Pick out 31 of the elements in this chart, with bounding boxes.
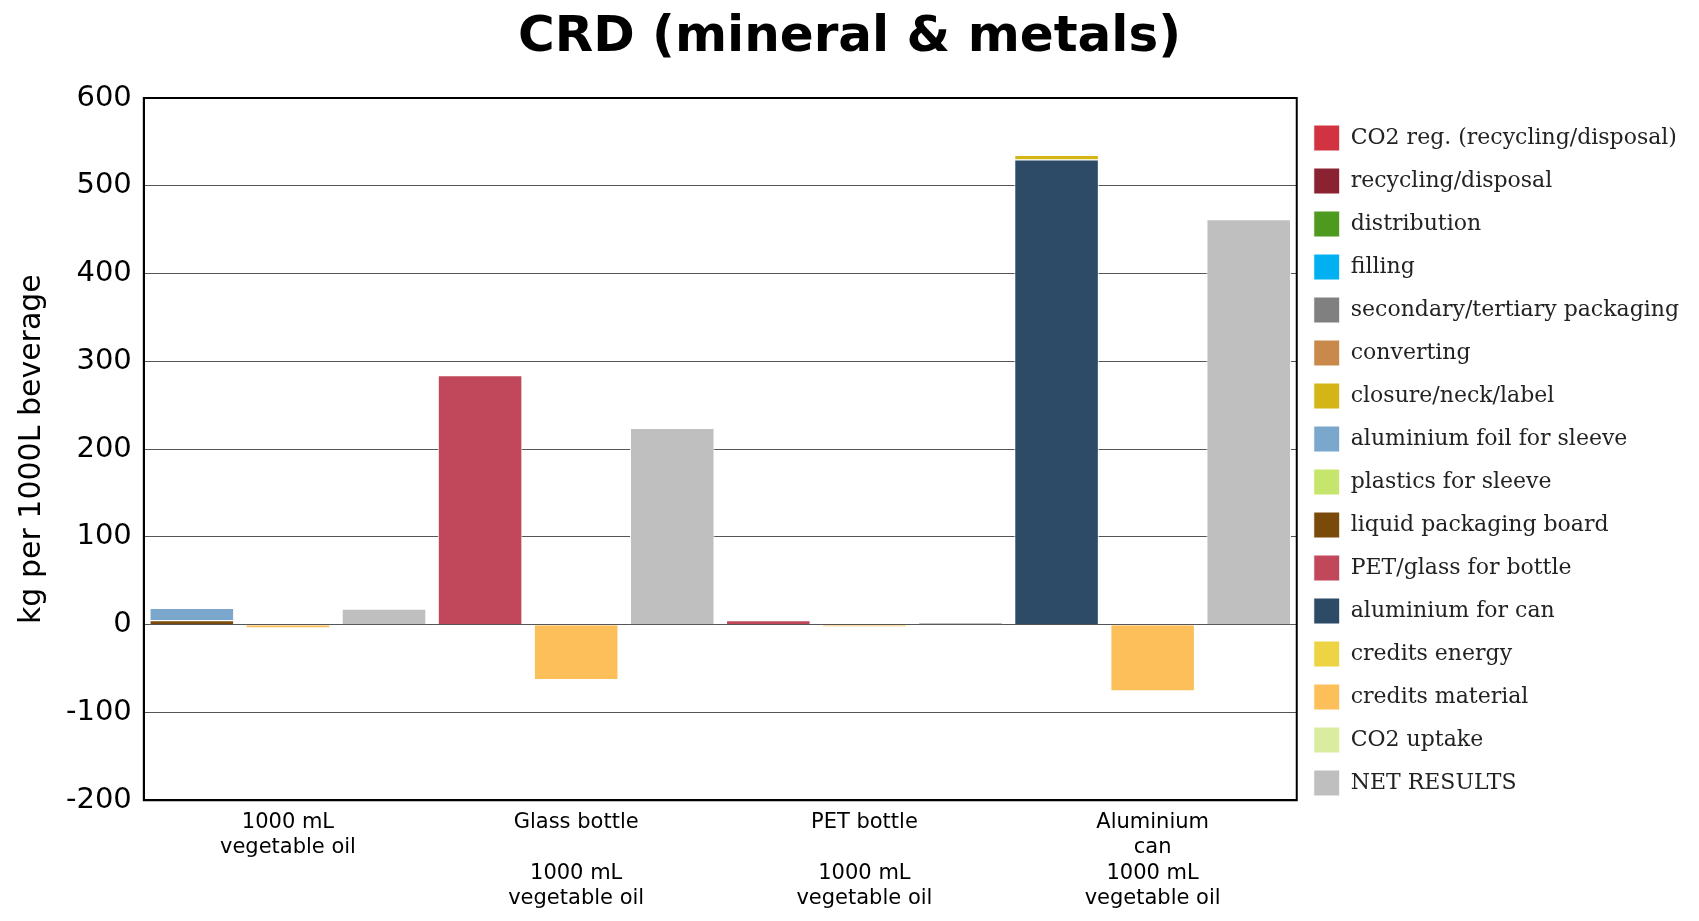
legend-label: credits energy <box>1350 639 1513 665</box>
legend-label: NET RESULTS <box>1350 768 1517 794</box>
y-tick-label: 100 <box>76 517 132 552</box>
legend-label: PET/glass for bottle <box>1350 553 1572 579</box>
legend-label: recycling/disposal <box>1350 166 1553 192</box>
legend-label: CO2 uptake <box>1350 725 1484 751</box>
legend-label: liquid packaging board <box>1350 510 1609 536</box>
legend-label: plastics for sleeve <box>1350 467 1552 493</box>
legend-label: converting <box>1350 338 1471 364</box>
y-tick-label: -200 <box>65 780 132 815</box>
y-axis-title: kg per 1000L beverage <box>11 274 47 625</box>
legend-label: filling <box>1350 252 1415 278</box>
y-tick-label: 600 <box>76 78 132 113</box>
legend-label: secondary/tertiary packaging <box>1350 295 1679 321</box>
legend-label: distribution <box>1350 209 1482 235</box>
y-tick-label: 300 <box>76 341 132 376</box>
y-tick-label: 0 <box>113 605 132 640</box>
x-tick-label: Aluminium can 1000 mL vegetable oil <box>1084 809 1221 909</box>
legend-label: credits material <box>1350 682 1529 708</box>
legend-label: closure/neck/label <box>1350 381 1555 407</box>
legend-label: aluminium foil for sleeve <box>1350 424 1628 450</box>
category-label: PET bottle 1000 mL vegetable oil <box>796 809 933 909</box>
y-tick-label: 400 <box>76 254 132 289</box>
legend-label: CO2 reg. (recycling/disposal) <box>1350 123 1677 149</box>
category-label: Glass bottle 1000 mL vegetable oil <box>508 809 645 909</box>
x-tick-label: 1000 mL vegetable oil <box>219 809 356 859</box>
chart-title: CRD (mineral & metals) <box>517 4 1182 63</box>
legend-label: aluminium for can <box>1350 596 1555 622</box>
y-tick-label: 200 <box>76 429 132 464</box>
y-tick-label: -100 <box>65 692 132 727</box>
y-tick-label: 500 <box>76 166 132 201</box>
